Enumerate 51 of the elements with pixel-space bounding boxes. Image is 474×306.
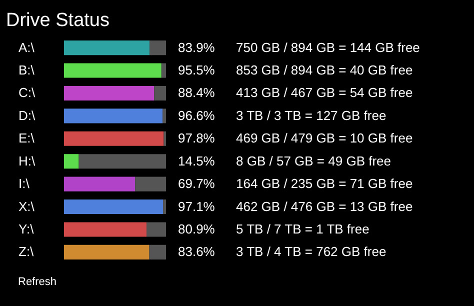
text: 3 TB / 3 TB = 127 GB free [236, 108, 386, 123]
bar [64, 86, 154, 100]
y-tick-label: Z:\ [18, 244, 34, 260]
y-tick-label: A:\ [18, 40, 35, 55]
bar [78, 154, 166, 169]
data-label: 83.6% [178, 244, 216, 260]
chart-title: Drive Status [6, 10, 110, 31]
data-label: 88.4% [178, 85, 216, 100]
y-tick-label: C:\ [18, 85, 36, 100]
y-tick-label: I:\ [18, 176, 30, 192]
text: 5 TB / 7 TB = 1 TB free [236, 221, 370, 236]
bar [146, 222, 166, 237]
bar [64, 244, 150, 260]
text: Refresh [18, 276, 57, 288]
bar [154, 86, 166, 100]
y-tick-label: D:\ [18, 108, 36, 123]
bar [64, 200, 164, 214]
data-label: 96.6% [178, 108, 216, 123]
data-label: 14.5% [178, 153, 216, 168]
text: 853 GB / 894 GB = 40 GB free [236, 62, 413, 78]
y-tick-label: E:\ [18, 130, 35, 146]
text: 164 GB / 235 GB = 71 GB free [236, 176, 413, 192]
text: 750 GB / 894 GB = 144 GB free [236, 40, 420, 55]
data-label: 80.9% [178, 221, 216, 236]
bar [64, 131, 164, 146]
data-label: 83.9% [178, 40, 216, 55]
text: 8 GB / 57 GB = 49 GB free [236, 153, 391, 168]
text: 469 GB / 479 GB = 10 GB free [236, 130, 413, 146]
text: 3 TB / 4 TB = 762 GB free [236, 244, 386, 260]
data-label: 97.1% [178, 198, 216, 214]
bar [64, 222, 147, 237]
bar [64, 40, 150, 56]
data-label: 69.7% [178, 176, 216, 192]
y-tick-label: B:\ [18, 62, 35, 78]
bar [150, 40, 166, 56]
bar [163, 200, 166, 214]
y-tick-label: H:\ [18, 153, 36, 168]
bar [64, 176, 136, 192]
text: 462 GB / 476 GB = 13 GB free [236, 198, 413, 214]
text: 413 GB / 467 GB = 54 GB free [236, 85, 413, 100]
data-label: 95.5% [178, 62, 216, 78]
bar [64, 63, 162, 78]
bar [149, 244, 166, 260]
y-tick-label: X:\ [18, 198, 35, 214]
bar [64, 154, 79, 169]
bar [161, 63, 166, 78]
data-label: 97.8% [178, 130, 216, 146]
bar [162, 108, 166, 124]
y-tick-label: Y:\ [18, 221, 34, 236]
bar [64, 108, 163, 124]
bar [135, 176, 166, 192]
